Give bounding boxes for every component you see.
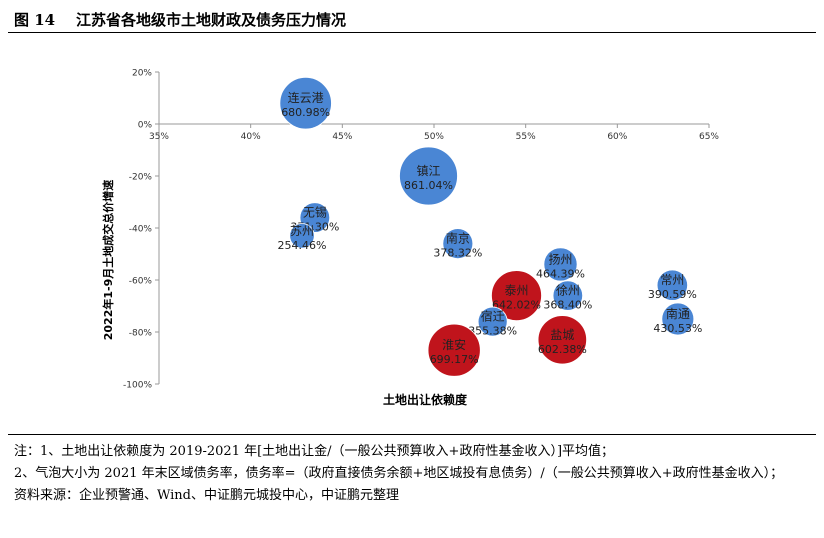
plot-area: 20% 0% -20% -40% -60% -80% -100% 35% 40% 45% 50% 55…: [123, 69, 719, 391]
x-tick-label: 60%: [607, 132, 627, 142]
x-axis-label: 土地出让依赖度: [383, 392, 468, 407]
bubble-盐城: [537, 315, 587, 365]
bubble-连云港: [279, 77, 332, 130]
bubble-泰州: [491, 270, 542, 322]
bubble-淮安: [427, 323, 481, 377]
bubble-value-label: 368.40%: [543, 299, 592, 312]
bubble-value-label: 642.02%: [492, 299, 541, 312]
bubble-苏州: [289, 223, 315, 249]
source-note: 资料来源：企业预警通、Wind、中证鹏元城投中心，中证鹏元整理: [14, 488, 399, 503]
bubble-南通: [661, 302, 695, 336]
bubble-name-label: 镇江: [416, 164, 440, 178]
bubble-宿迁: [477, 306, 508, 337]
bubble-镇江: [399, 146, 458, 206]
bubble-value-label: 464.39%: [536, 267, 585, 280]
bubble-name-label: 无锡: [303, 205, 327, 220]
bubble-name-label: 连云港: [288, 90, 324, 105]
bubble-name-label: 盐城: [550, 328, 574, 342]
x-tick-label: 65%: [699, 132, 719, 142]
bubble-name-label: 扬州: [548, 251, 572, 266]
y-tick-label: 0%: [138, 121, 153, 131]
y-tick-label: -20%: [129, 173, 153, 183]
x-tick-label: 55%: [516, 132, 536, 142]
x-tick-label: 35%: [149, 132, 169, 142]
figure-title: 江苏省各地级市土地财政及债务压力情况: [76, 11, 347, 29]
bubble-chart: 20% 0% -20% -40% -60% -80% -100% 35% 40% 45% 50% 55…: [101, 69, 719, 408]
note-1: 注：1、土地出让依赖度为 2019-2021 年[土地出让金/（一般公共预算收入…: [14, 444, 615, 459]
bubble-常州: [656, 269, 688, 301]
bubble-name-label: 常州: [660, 273, 684, 287]
bubble-value-label: 680.98%: [281, 106, 330, 119]
bubble-扬州: [543, 247, 578, 282]
bubble-南京: [442, 228, 474, 259]
bubble-name-label: 徐州: [556, 283, 580, 298]
y-tick-label: -80%: [129, 329, 153, 339]
bubble-value-label: 378.32%: [433, 247, 482, 260]
bubble-name-label: 泰州: [504, 284, 528, 298]
bubble-value-label: 355.38%: [468, 325, 517, 338]
figure-number: 图 14: [14, 11, 56, 29]
bubble-name-label: 淮安: [442, 337, 466, 352]
note-2: 2、气泡大小为 2021 年末区域债务率，债务率=（政府直接债务余额+地区城投有…: [14, 466, 784, 481]
x-tick-label: 50%: [424, 132, 444, 142]
bubble-name-label: 苏州: [290, 224, 314, 238]
bubble-name-label: 南通: [666, 306, 690, 321]
y-tick-label: -100%: [123, 381, 152, 391]
bubble-value-label: 602.38%: [538, 343, 587, 356]
figure-title-bar: 图 14 江苏省各地级市土地财政及债务压力情况: [8, 4, 816, 33]
bubble-value-label: 861.04%: [404, 179, 453, 192]
bubble-value-label: 254.46%: [278, 239, 327, 252]
bubble-value-label: 390.59%: [648, 288, 697, 301]
bubble-value-label: 699.17%: [430, 353, 479, 366]
y-tick-label: -40%: [129, 225, 153, 235]
bubble-徐州: [552, 280, 584, 311]
y-axis-label: 2022年1-9月土地成交总价增速: [101, 180, 115, 341]
bubble-name-label: 宿迁: [481, 309, 505, 324]
bubble-name-label: 南京: [446, 231, 470, 246]
y-tick-label: -60%: [129, 277, 153, 287]
y-tick-label: 20%: [132, 69, 152, 79]
x-tick-label: 45%: [332, 132, 352, 142]
bubble-value-label: 430.53%: [653, 322, 702, 335]
x-tick-label: 40%: [241, 132, 261, 142]
notes-section: 注：1、土地出让依赖度为 2019-2021 年[土地出让金/（一般公共预算收入…: [8, 434, 816, 507]
